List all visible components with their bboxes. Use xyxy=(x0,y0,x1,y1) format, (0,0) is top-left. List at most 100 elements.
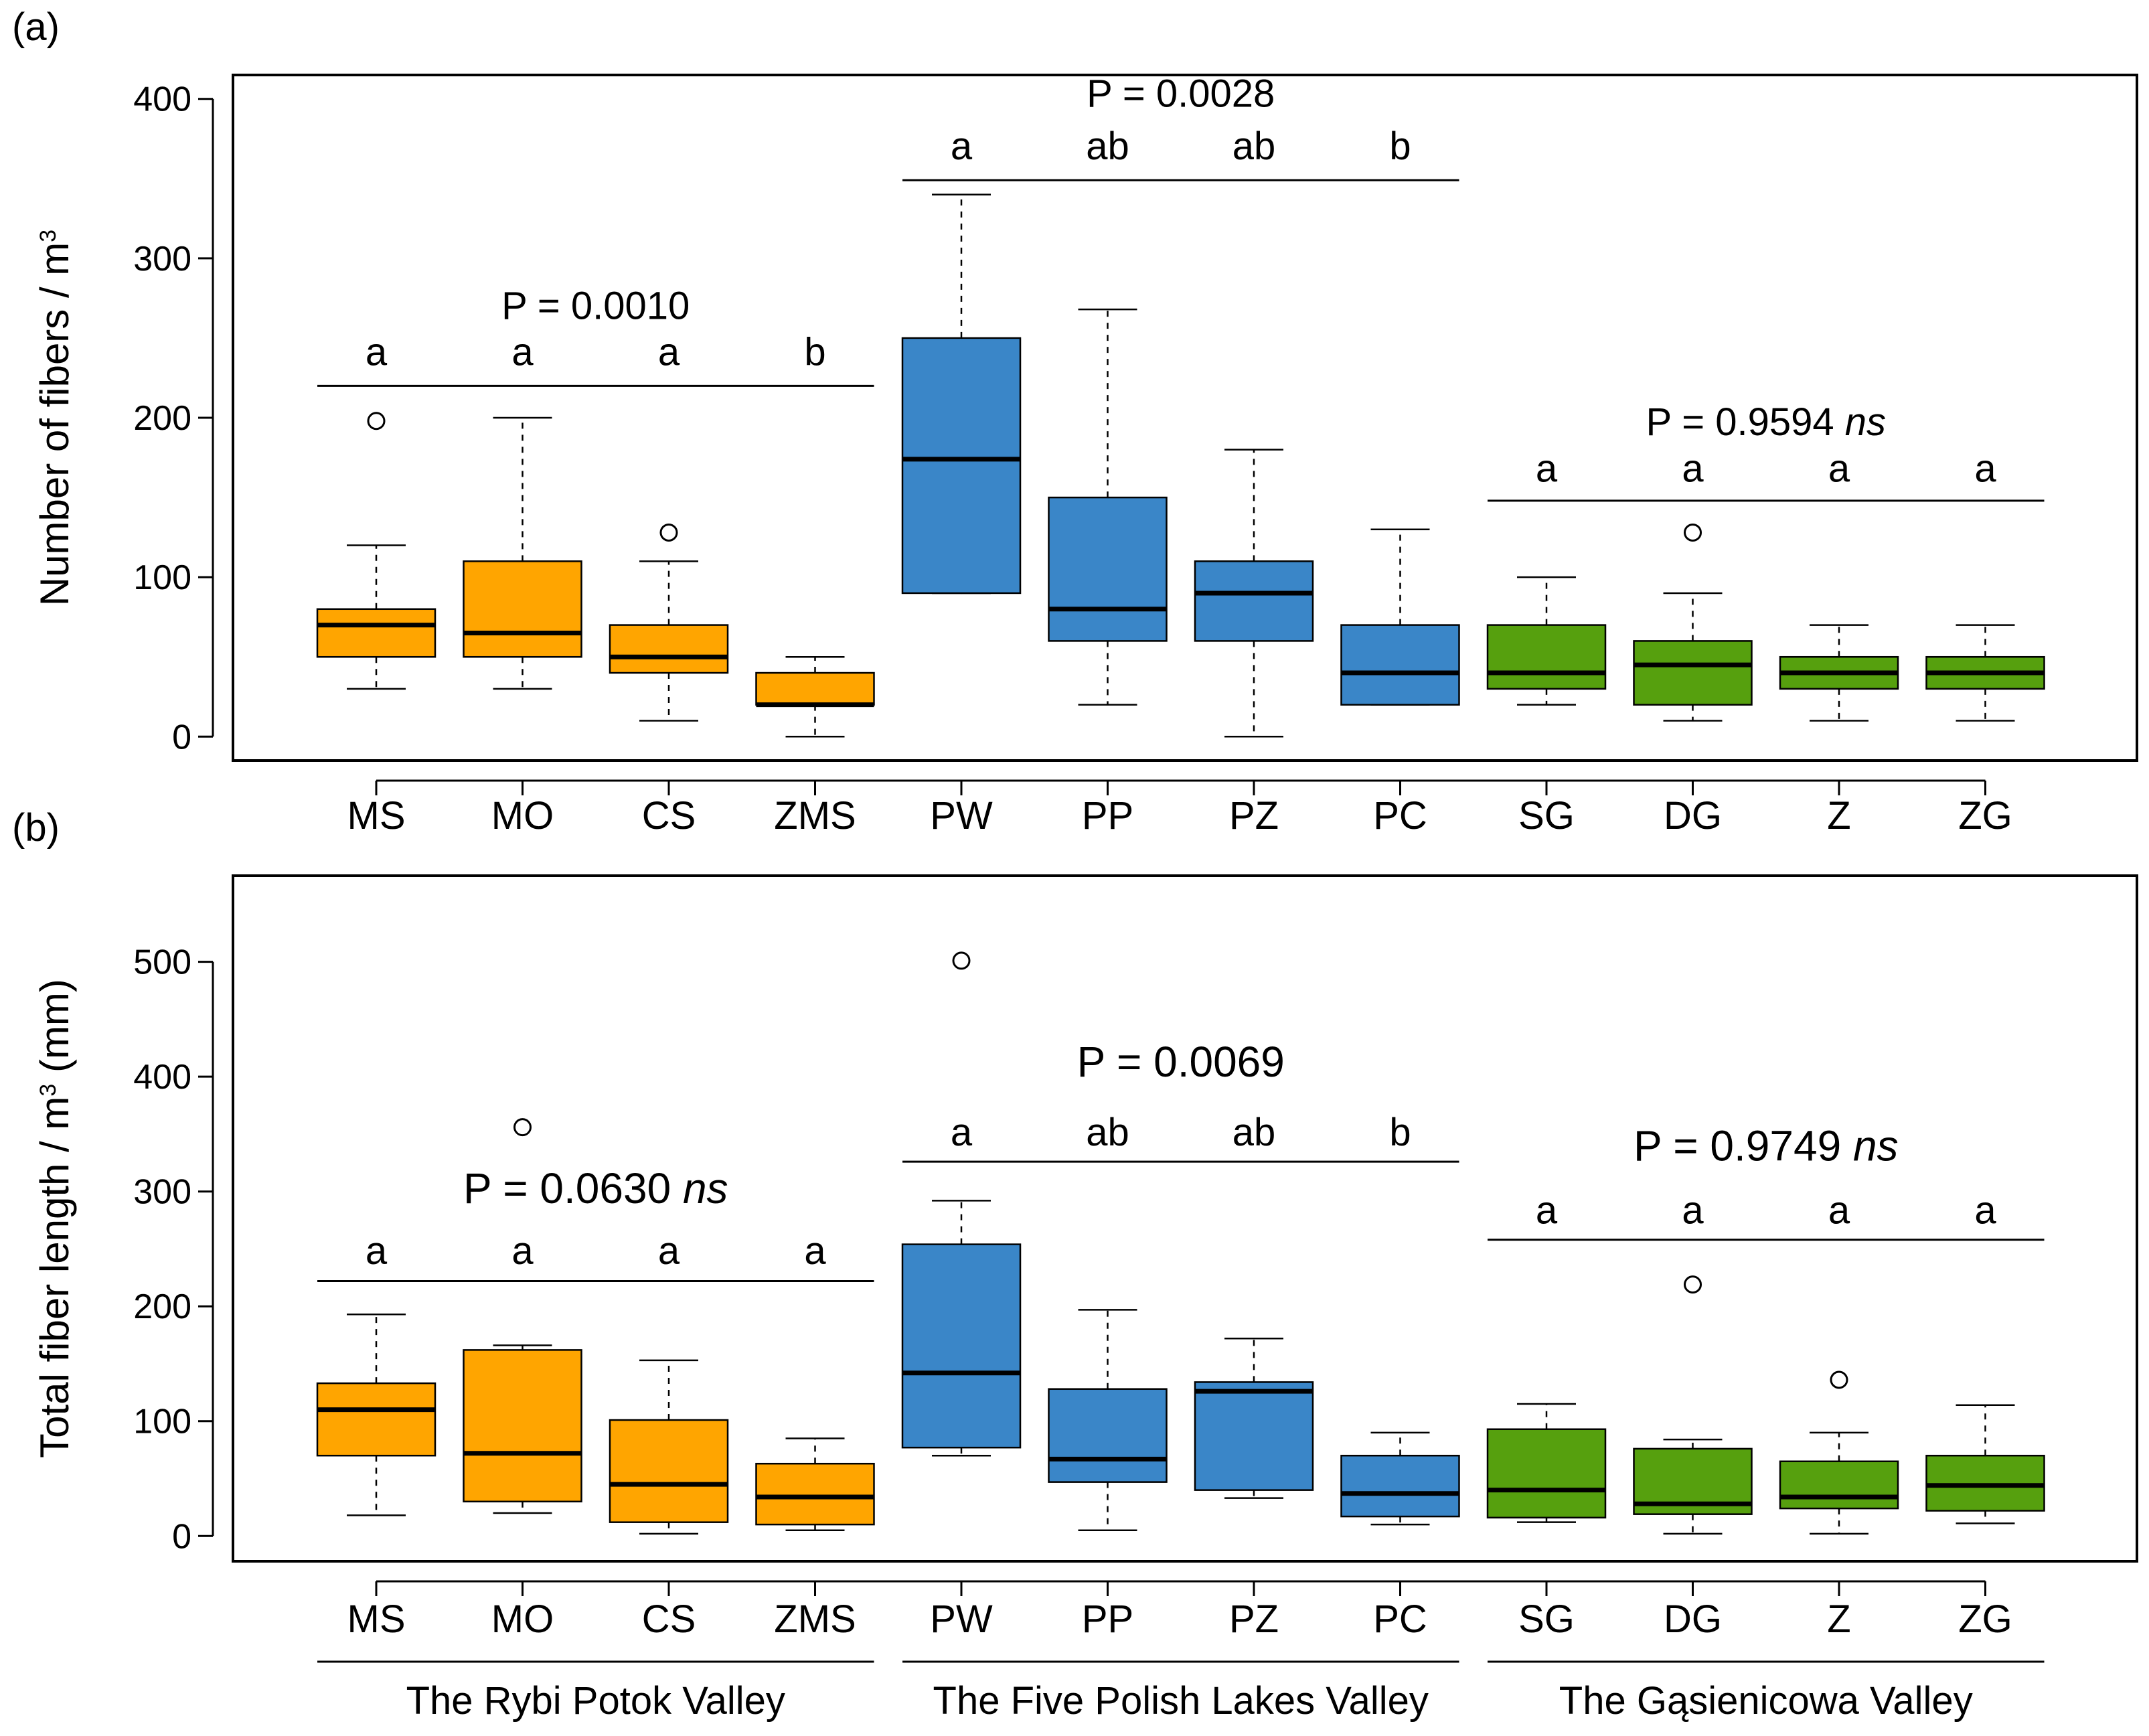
box-sg xyxy=(1486,1403,1607,1523)
box-pc xyxy=(1340,1431,1460,1526)
box-body xyxy=(755,1462,875,1526)
x-tick-label-pz: PZ xyxy=(1229,794,1279,838)
box-dg xyxy=(1633,523,1753,722)
x-tick-label-zg: ZG xyxy=(1958,1597,2012,1641)
x-tick-label-pz: PZ xyxy=(1229,1597,1279,1641)
x-tick-label-pp: PP xyxy=(1082,1597,1133,1641)
significance-letter: b xyxy=(804,330,825,374)
significance-letter: ab xyxy=(1232,1111,1276,1154)
significance-letter: a xyxy=(1536,1189,1558,1233)
box-z xyxy=(1779,1370,1899,1535)
p-value-text: P = 0.9594 xyxy=(1646,400,1844,444)
x-tick-label-pc: PC xyxy=(1373,794,1427,838)
significance-letter: a xyxy=(951,125,973,168)
box-cs xyxy=(609,1359,729,1535)
outlier-point xyxy=(659,523,678,542)
significance-letter: a xyxy=(1682,447,1704,490)
y-axis-title-sup: 3 xyxy=(35,1084,61,1097)
box-body xyxy=(316,1382,436,1457)
y-tick-label: 100 xyxy=(133,558,191,597)
box-body xyxy=(901,1243,1022,1449)
p-value-text: P = 0.9749 xyxy=(1634,1121,1853,1170)
p-value-text: P = 0.0028 xyxy=(1087,72,1275,116)
significance-letter: a xyxy=(951,1111,973,1154)
box-zms xyxy=(755,1437,875,1531)
significance-letter: a xyxy=(1974,447,1996,490)
x-axis: MS MO CS ZMS PW PP PZ PC SG DG Z ZG xyxy=(347,779,2012,838)
x-tick-label-z: Z xyxy=(1827,1597,1850,1641)
panel-b: (b) 0 100 200 300 400 500 Total fiber length / … xyxy=(12,806,2138,1641)
x-tick-label-pw: PW xyxy=(930,794,993,838)
y-tick-label: 300 xyxy=(133,1173,191,1212)
y-tick-label: 0 xyxy=(172,1517,191,1556)
box-pp xyxy=(1048,1309,1168,1531)
significance-letter: a xyxy=(511,1229,534,1273)
box-body xyxy=(1486,624,1607,690)
outlier-point xyxy=(1830,1370,1848,1389)
box-mo xyxy=(463,416,582,690)
p-value-label: P = 0.0028 xyxy=(1087,72,1275,116)
box-body xyxy=(1486,1428,1607,1519)
box-body xyxy=(1340,1454,1460,1518)
significance-letter: ab xyxy=(1232,125,1276,168)
outlier-point xyxy=(1684,523,1702,542)
p-value-label: P = 0.9749 ns xyxy=(1634,1121,1899,1170)
x-tick-label-cs: CS xyxy=(642,794,696,838)
plot-frame xyxy=(232,874,2138,1563)
valley-label: The Rybi Potok Valley xyxy=(406,1679,785,1723)
valley-label: The Gąsienicowa Valley xyxy=(1559,1679,1973,1723)
valley-label: The Five Polish Lakes Valley xyxy=(933,1679,1429,1723)
box-body xyxy=(1779,1460,1899,1510)
box-pw xyxy=(901,951,1022,1457)
box-zg xyxy=(1925,624,2045,722)
y-axis-title-main: Total fiber length / m xyxy=(32,1097,77,1458)
box-body xyxy=(1340,624,1460,706)
significance-letter: a xyxy=(1536,447,1558,490)
box-ms xyxy=(316,1313,436,1516)
box-ms xyxy=(316,412,436,690)
y-tick-label: 400 xyxy=(133,80,191,119)
ns-label: ns xyxy=(1845,400,1886,444)
ns-label: ns xyxy=(1853,1121,1899,1170)
x-axis: MS MO CS ZMS PW PP PZ PC SG DG Z ZG xyxy=(347,1580,2012,1641)
box-pw xyxy=(901,193,1022,595)
panel-label: (a) xyxy=(12,5,60,49)
y-tick-label: 0 xyxy=(172,718,191,757)
significance-letter: a xyxy=(1682,1189,1704,1233)
ns-label: ns xyxy=(683,1164,728,1212)
box-sg xyxy=(1486,576,1607,706)
box-z xyxy=(1779,624,1899,722)
box-pc xyxy=(1340,528,1460,706)
box-body xyxy=(463,560,582,658)
box-body xyxy=(463,1349,582,1503)
x-tick-label-pc: PC xyxy=(1373,1597,1427,1641)
x-tick-label-zg: ZG xyxy=(1958,794,2012,838)
plot-frame xyxy=(232,74,2138,762)
p-value-text: P = 0.0010 xyxy=(501,284,690,327)
box-body xyxy=(609,1419,729,1523)
box-zms xyxy=(755,655,875,738)
significance-letter: a xyxy=(658,1229,680,1273)
box-body xyxy=(1048,496,1168,642)
significance-group-2: a ab ab b P = 0.0028 xyxy=(902,72,1459,181)
p-value-label: P = 0.0010 xyxy=(501,284,690,327)
valley-labels: The Rybi Potok Valley The Five Polish Lak… xyxy=(317,1660,2045,1723)
x-tick-label-sg: SG xyxy=(1518,1597,1575,1641)
p-value-label: P = 0.0069 xyxy=(1077,1038,1285,1086)
outlier-point xyxy=(367,412,386,430)
significance-letter: a xyxy=(1974,1189,1996,1233)
box-body xyxy=(316,608,436,658)
x-tick-label-dg: DG xyxy=(1664,794,1722,838)
x-tick-label-z: Z xyxy=(1827,794,1850,838)
x-tick-label-mo: MO xyxy=(491,1597,554,1641)
x-tick-label-dg: DG xyxy=(1664,1597,1722,1641)
box-body xyxy=(755,672,875,706)
x-tick-label-zms: ZMS xyxy=(774,1597,856,1641)
significance-group-2: a ab ab b P = 0.0069 xyxy=(902,1038,1459,1163)
box-body xyxy=(1048,1388,1168,1483)
p-value-text: P = 0.0069 xyxy=(1077,1038,1285,1086)
x-tick-label-ms: MS xyxy=(347,794,406,838)
outlier-point xyxy=(513,1118,532,1137)
x-tick-label-sg: SG xyxy=(1518,794,1575,838)
box-body xyxy=(1633,640,1753,706)
